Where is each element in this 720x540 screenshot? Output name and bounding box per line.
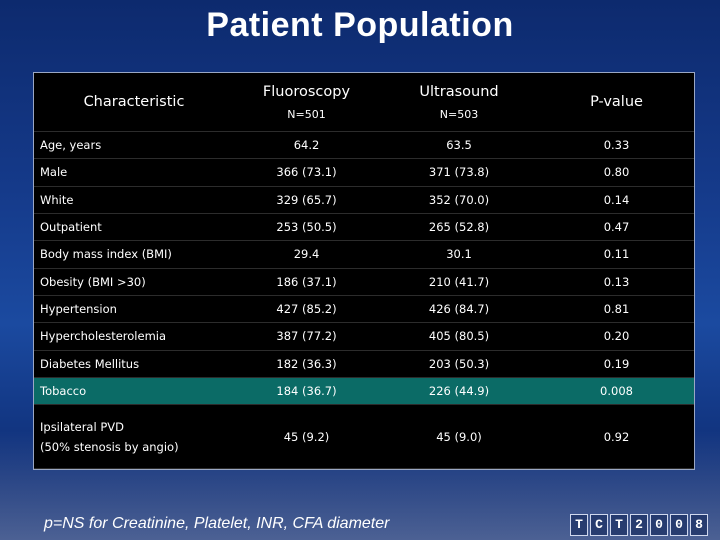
fluoroscopy-value: 387 (77.2) <box>234 322 379 351</box>
row-label: Ipsilateral PVD (50% stenosis by angio) <box>34 404 234 469</box>
p-value: 0.20 <box>539 322 694 351</box>
tct-2008-logo: T C T 2 0 0 8 <box>570 514 708 536</box>
p-value: 0.80 <box>539 158 694 187</box>
ultrasound-value: 210 (41.7) <box>379 268 539 296</box>
row-label: Tobacco <box>34 377 234 406</box>
table-row: Outpatient 253 (50.5) 265 (52.8) 0.47 <box>34 213 694 242</box>
header-characteristic: Characteristic <box>34 73 234 132</box>
row-label: Body mass index (BMI) <box>34 240 234 269</box>
row-label-line1: Ipsilateral PVD <box>40 419 124 434</box>
fluoroscopy-value: 186 (37.1) <box>234 268 379 296</box>
table-row: Body mass index (BMI) 29.4 30.1 0.11 <box>34 240 694 269</box>
table-row: Obesity (BMI >30) 186 (37.1) 210 (41.7) … <box>34 268 694 296</box>
patient-population-table: Characteristic Fluoroscopy N=501 Ultraso… <box>33 72 695 470</box>
p-value: 0.81 <box>539 295 694 324</box>
fluoroscopy-value: 45 (9.2) <box>234 404 379 469</box>
table-row-highlighted: Tobacco 184 (36.7) 226 (44.9) 0.008 <box>34 377 694 406</box>
row-label: Hypertension <box>34 295 234 324</box>
ultrasound-value: 405 (80.5) <box>379 322 539 351</box>
table-row: Diabetes Mellitus 182 (36.3) 203 (50.3) … <box>34 350 694 378</box>
p-value: 0.47 <box>539 213 694 242</box>
ultrasound-value: 45 (9.0) <box>379 404 539 469</box>
logo-letter: 0 <box>650 514 668 536</box>
fluoroscopy-value: 253 (50.5) <box>234 213 379 242</box>
row-label: Age, years <box>34 131 234 160</box>
fluoroscopy-value: 427 (85.2) <box>234 295 379 324</box>
table-row: White 329 (65.7) 352 (70.0) 0.14 <box>34 186 694 214</box>
p-value: 0.92 <box>539 404 694 469</box>
table-header-row: Characteristic Fluoroscopy N=501 Ultraso… <box>34 73 694 132</box>
header-ultrasound: Ultrasound N=503 <box>379 73 539 132</box>
table-row: Male 366 (73.1) 371 (73.8) 0.80 <box>34 158 694 187</box>
fluoroscopy-value: 329 (65.7) <box>234 186 379 214</box>
slide-title: Patient Population <box>206 6 514 44</box>
p-value: 0.008 <box>539 377 694 406</box>
ultrasound-value: 265 (52.8) <box>379 213 539 242</box>
header-fluoroscopy-label: Fluoroscopy <box>262 83 351 100</box>
row-label-line2: (50% stenosis by angio) <box>40 439 179 454</box>
fluoroscopy-value: 184 (36.7) <box>234 377 379 406</box>
row-label: Hypercholesterolemia <box>34 322 234 351</box>
p-value: 0.14 <box>539 186 694 214</box>
p-value: 0.13 <box>539 268 694 296</box>
table-row: Hypertension 427 (85.2) 426 (84.7) 0.81 <box>34 295 694 324</box>
table-row: Age, years 64.2 63.5 0.33 <box>34 131 694 160</box>
p-value: 0.11 <box>539 240 694 269</box>
header-fluoroscopy-n: N=501 <box>287 107 326 121</box>
p-value: 0.33 <box>539 131 694 160</box>
ultrasound-value: 30.1 <box>379 240 539 269</box>
table-row: Hypercholesterolemia 387 (77.2) 405 (80.… <box>34 322 694 351</box>
header-fluoroscopy: Fluoroscopy N=501 <box>234 73 379 132</box>
logo-letter: T <box>570 514 588 536</box>
ultrasound-value: 226 (44.9) <box>379 377 539 406</box>
fluoroscopy-value: 29.4 <box>234 240 379 269</box>
ultrasound-value: 63.5 <box>379 131 539 160</box>
row-label: Outpatient <box>34 213 234 242</box>
table-row: Ipsilateral PVD (50% stenosis by angio) … <box>34 404 694 469</box>
row-label: Obesity (BMI >30) <box>34 268 234 296</box>
header-ultrasound-label: Ultrasound <box>419 83 499 100</box>
ultrasound-value: 371 (73.8) <box>379 158 539 187</box>
header-ultrasound-n: N=503 <box>439 107 479 121</box>
ultrasound-value: 352 (70.0) <box>379 186 539 214</box>
p-value: 0.19 <box>539 350 694 378</box>
row-label: Male <box>34 158 234 187</box>
fluoroscopy-value: 366 (73.1) <box>234 158 379 187</box>
ultrasound-value: 203 (50.3) <box>379 350 539 378</box>
logo-letter: T <box>610 514 628 536</box>
header-pvalue: P-value <box>539 73 694 132</box>
footnote: p=NS for Creatinine, Platelet, INR, CFA … <box>44 515 390 532</box>
fluoroscopy-value: 182 (36.3) <box>234 350 379 378</box>
ultrasound-value: 426 (84.7) <box>379 295 539 324</box>
fluoroscopy-value: 64.2 <box>234 131 379 160</box>
row-label: Diabetes Mellitus <box>34 350 234 378</box>
logo-letter: 8 <box>690 514 708 536</box>
logo-letter: C <box>590 514 608 536</box>
row-label: White <box>34 186 234 214</box>
logo-letter: 2 <box>630 514 648 536</box>
logo-letter: 0 <box>670 514 688 536</box>
